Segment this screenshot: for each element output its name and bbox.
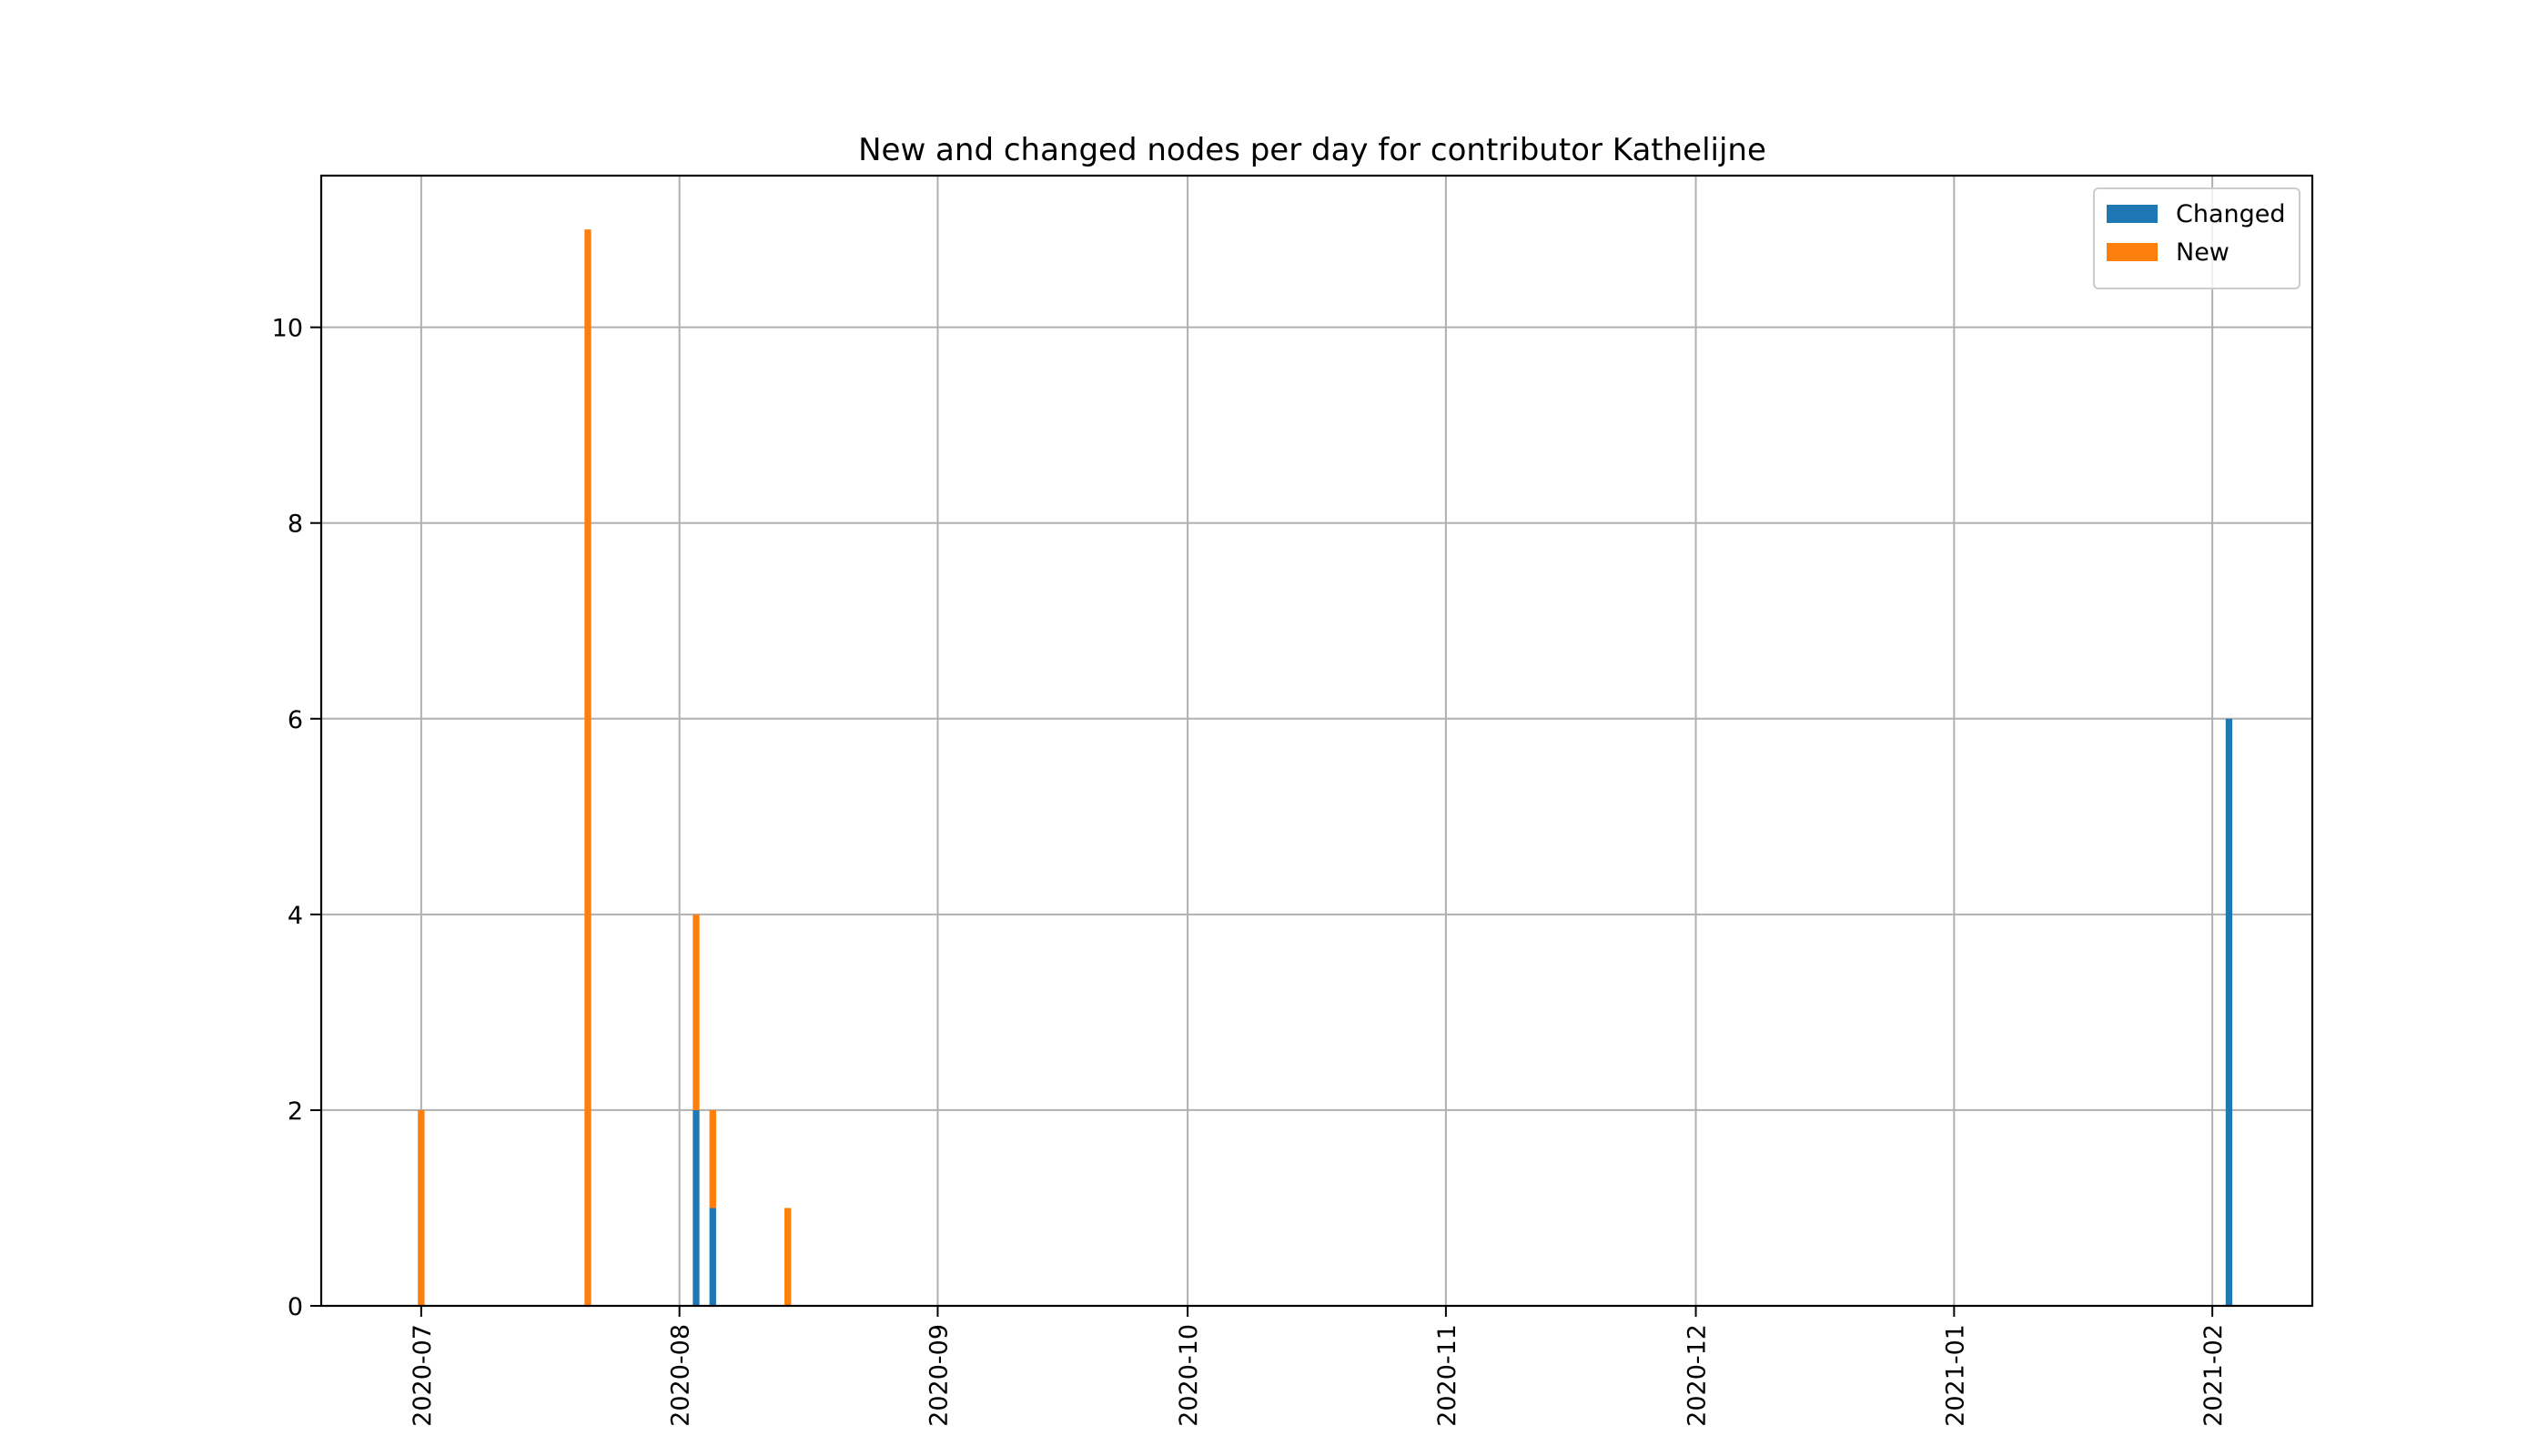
axes-frame xyxy=(319,174,2314,1308)
bar-new-2020-08-05 xyxy=(709,1109,716,1208)
x-tick-label: 2020-08 xyxy=(667,1324,695,1427)
y-tick-label: 0 xyxy=(288,1293,303,1321)
bars xyxy=(418,229,2233,1307)
legend-label-changed: Changed xyxy=(2176,200,2286,228)
x-tick-label: 2021-01 xyxy=(1941,1324,1969,1427)
x-tick-label: 2020-09 xyxy=(925,1324,953,1427)
legend-swatch-changed xyxy=(2107,205,2158,223)
y-tick-label: 10 xyxy=(272,315,303,343)
y-tick-label: 6 xyxy=(288,706,303,734)
y-tick-label: 2 xyxy=(288,1097,303,1126)
legend-label-new: New xyxy=(2176,238,2230,267)
y-tick-label: 4 xyxy=(288,902,303,930)
bar-changed-2020-08-05 xyxy=(709,1208,716,1306)
x-tick-label: 2020-11 xyxy=(1433,1324,1461,1427)
bar-new-2020-07-21 xyxy=(584,229,592,1307)
grid xyxy=(321,176,2312,1307)
x-tick-label: 2020-10 xyxy=(1175,1324,1203,1427)
ticks: 2020-07 2020-08 2020-09 2020-10 2020-11 2020-… xyxy=(272,315,2229,1427)
x-tick-label: 2021-02 xyxy=(2199,1324,2228,1427)
chart-title: New and changed nodes per day for contri… xyxy=(858,132,1766,168)
bar-new-2020-08-03 xyxy=(693,914,700,1110)
x-tick-label: 2020-07 xyxy=(409,1324,437,1427)
bar-changed-2020-08-03 xyxy=(693,1109,700,1306)
y-tick-label: 8 xyxy=(288,511,303,539)
legend-swatch-new xyxy=(2107,243,2158,261)
bar-new-2020-08-14 xyxy=(784,1208,792,1306)
legend: Changed New xyxy=(2093,187,2300,289)
x-tick-label: 2020-12 xyxy=(1684,1324,1712,1427)
bar-changed-2021-02-03 xyxy=(2225,718,2233,1306)
bar-new-2020-07-01 xyxy=(418,1109,425,1306)
